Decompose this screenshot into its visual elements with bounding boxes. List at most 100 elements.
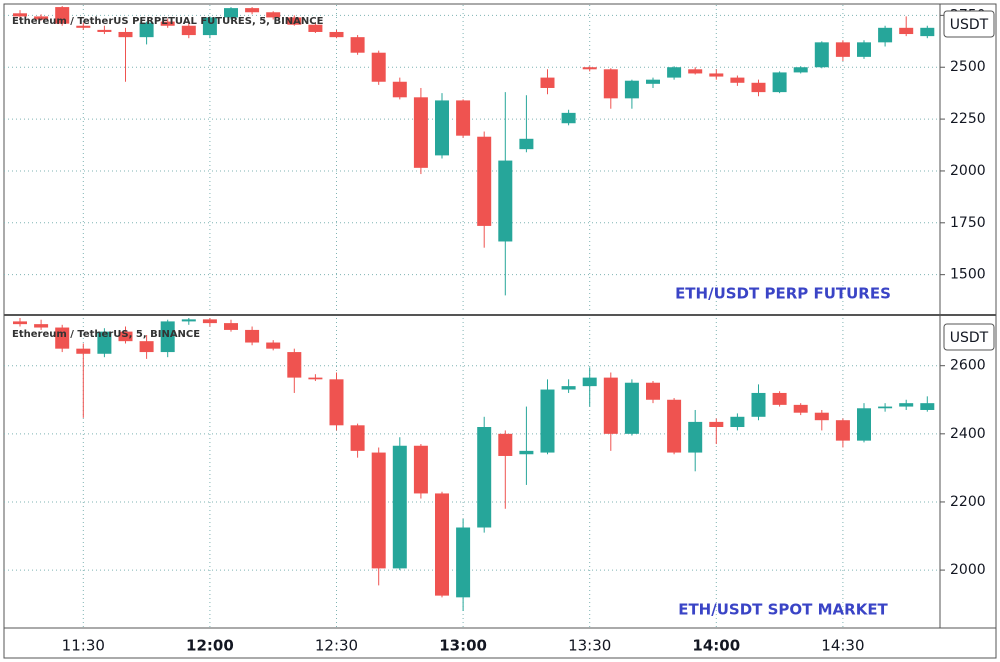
- candle-body: [730, 77, 745, 83]
- candle-body: [772, 72, 787, 93]
- candle-body: [245, 8, 260, 13]
- candle-body: [371, 52, 386, 82]
- candle-body: [392, 81, 407, 98]
- candle-body: [646, 382, 660, 400]
- candle-body: [624, 382, 639, 434]
- candle-body: [772, 392, 787, 405]
- candle-body: [688, 421, 703, 453]
- candle-body: [646, 79, 660, 84]
- candle-body: [477, 136, 492, 226]
- candle-body: [857, 408, 871, 441]
- candle-body: [561, 112, 576, 124]
- x-tick-label: 14:30: [821, 637, 864, 655]
- candle-body: [392, 445, 407, 569]
- candle-body: [224, 323, 238, 330]
- candle-body: [498, 160, 513, 242]
- x-tick-label: 12:30: [315, 637, 358, 655]
- candle-body: [878, 406, 893, 409]
- plot-layer: 11:30 12:00 12:30 13:00 13:30 14:00 14:30 1500 1…: [4, 5, 995, 655]
- y-tick-label: 2000: [950, 163, 986, 179]
- annotation: ETH/USDT PERP FUTURES: [675, 285, 891, 303]
- candle-body: [751, 392, 766, 417]
- candle-body: [751, 82, 766, 93]
- candle-body: [899, 27, 914, 35]
- y-tick-label: 1500: [950, 267, 986, 283]
- candle-body: [540, 77, 555, 88]
- x-tick-label: 13:00: [439, 637, 487, 655]
- candle-body: [202, 319, 217, 324]
- candle-body: [329, 379, 344, 426]
- candle-body: [329, 31, 344, 38]
- candle-body: [160, 21, 175, 26]
- candle-body: [308, 24, 323, 32]
- candle-body: [835, 420, 850, 441]
- currency-label: USDT: [950, 17, 989, 33]
- candle-body: [456, 527, 471, 598]
- candle-body: [920, 403, 935, 410]
- x-tick-label: 14:00: [692, 637, 740, 655]
- candle-body: [266, 342, 281, 349]
- candle-body: [498, 433, 513, 456]
- candle-body: [814, 42, 829, 68]
- candle-body: [181, 319, 196, 322]
- candle-body: [13, 13, 27, 17]
- candle-body: [793, 404, 808, 413]
- candle-body: [624, 80, 639, 99]
- candle-body: [181, 25, 196, 36]
- candle-body: [350, 425, 365, 451]
- candle-body: [603, 377, 618, 434]
- y-tick-label: 1750: [950, 215, 986, 231]
- candle-body: [139, 341, 154, 353]
- y-tick-label: 2250: [950, 111, 986, 127]
- candle-body: [139, 22, 154, 38]
- x-tick-label: 13:30: [568, 637, 611, 655]
- candle-body: [435, 493, 449, 596]
- candle-body: [13, 321, 27, 325]
- candle-body: [793, 67, 808, 73]
- candle-body: [835, 42, 850, 57]
- y-tick-label: 2200: [950, 494, 986, 510]
- pane: [4, 6, 940, 296]
- candle-body: [477, 427, 492, 528]
- candle-body: [245, 329, 260, 343]
- chart-header: Ethereum / TetherUS PERPETUAL FUTURES, 5…: [12, 16, 324, 27]
- candle-body: [55, 327, 70, 349]
- candle-body: [34, 16, 49, 20]
- candle-body: [118, 31, 133, 38]
- y-tick-label: 2000: [950, 562, 986, 578]
- candle-body: [519, 450, 534, 455]
- candle-body: [688, 69, 703, 74]
- x-tick-label: 11:30: [62, 637, 105, 655]
- candle-body: [899, 403, 914, 407]
- candle-body: [435, 100, 449, 156]
- currency-box: [943, 10, 995, 38]
- candle-body: [287, 17, 302, 25]
- candle-body: [97, 331, 112, 354]
- chart-header: Ethereum / TetherUS, 5, BINANCE: [12, 329, 200, 340]
- candle-body: [709, 421, 724, 428]
- y-tick-label: 2400: [950, 426, 986, 442]
- x-tick-label: 12:00: [186, 637, 234, 655]
- candle-body: [413, 445, 428, 494]
- candle-body: [878, 27, 893, 43]
- annotation: ETH/USDT SPOT MARKET: [678, 601, 888, 619]
- price-axis: 150017502000225025002750: [940, 7, 986, 283]
- candle-body: [76, 25, 91, 28]
- candle-body: [287, 352, 302, 378]
- candle-body: [224, 8, 238, 18]
- candle-body: [920, 27, 935, 37]
- pane: [4, 318, 940, 611]
- candle-body: [667, 67, 682, 78]
- candle-body: [160, 321, 175, 353]
- candle-body: [667, 399, 682, 453]
- candle-body: [371, 452, 386, 569]
- candle-body: [603, 69, 618, 99]
- currency-box: [943, 323, 995, 351]
- frame: [3, 3, 997, 659]
- candle-body: [202, 17, 217, 36]
- candle-body: [857, 42, 871, 57]
- y-tick-label: 2600: [950, 358, 986, 374]
- y-tick-label: 2500: [950, 59, 986, 75]
- candle-body: [413, 97, 428, 168]
